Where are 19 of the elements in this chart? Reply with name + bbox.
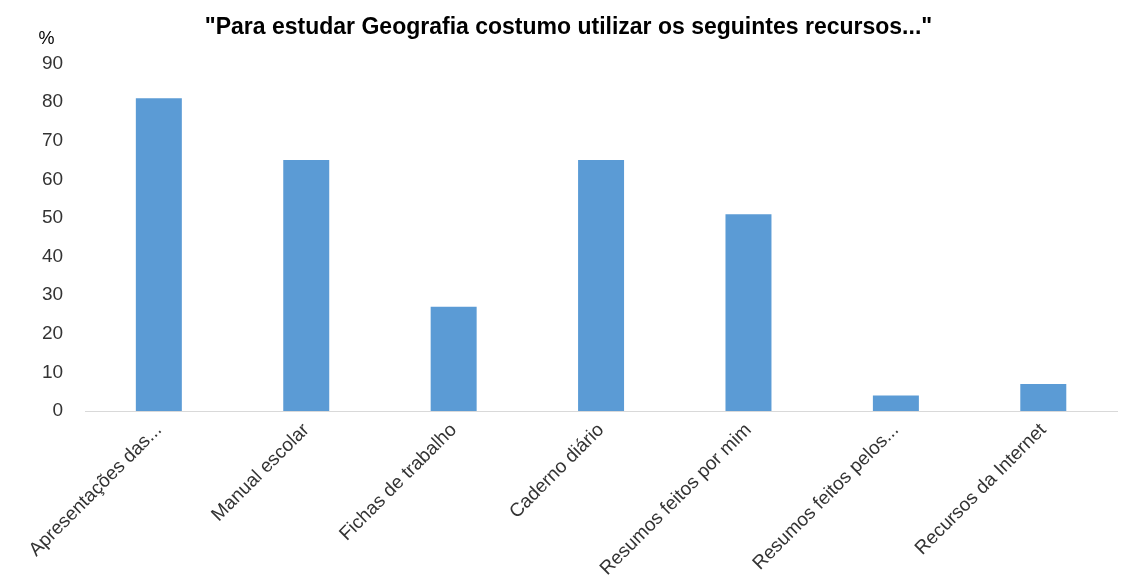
y-axis-title: %	[38, 27, 55, 48]
y-tick-label: 30	[41, 283, 64, 305]
y-tick-label: 20	[41, 322, 64, 344]
y-tick-label: 90	[41, 51, 64, 73]
chart-title: "Para estudar Geografia costumo utilizar os seguintes recursos..."	[204, 13, 933, 40]
y-tick-label: 0	[52, 399, 64, 421]
bar	[430, 306, 477, 412]
y-tick-label: 50	[41, 206, 64, 228]
bar	[578, 160, 625, 412]
bar	[872, 395, 919, 412]
y-tick-label: 70	[41, 129, 64, 151]
bar	[725, 214, 772, 412]
y-tick-label: 60	[41, 167, 64, 189]
y-tick-label: 10	[41, 360, 64, 382]
y-tick-label: 80	[41, 90, 64, 112]
y-tick-label: 40	[41, 244, 64, 266]
bar	[1020, 384, 1067, 412]
bar	[135, 98, 182, 412]
bar	[283, 160, 330, 412]
